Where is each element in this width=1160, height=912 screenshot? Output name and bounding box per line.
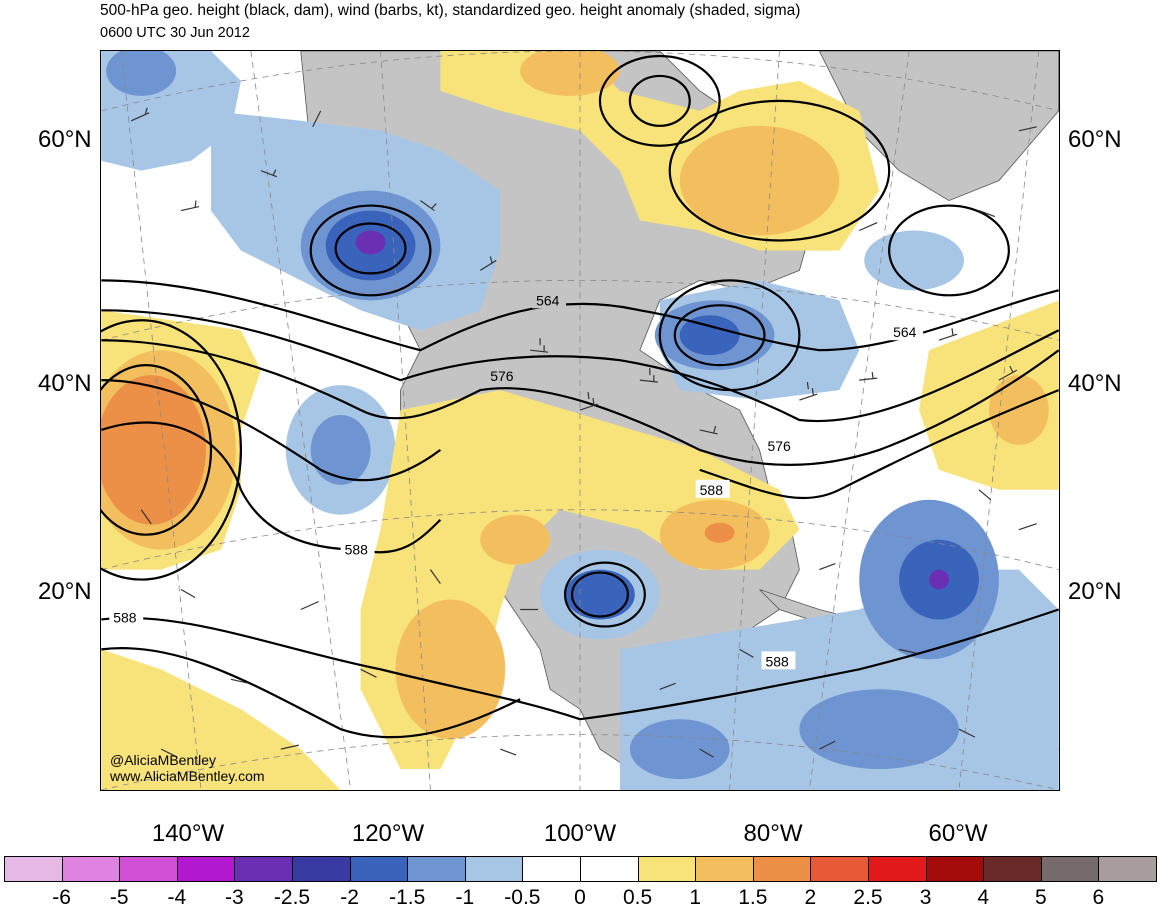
contour-label: 588	[765, 653, 789, 669]
colorbar-label: -2.5	[273, 886, 311, 909]
colorbar	[4, 856, 1157, 884]
colorbar-label: -1	[455, 886, 475, 909]
colorbar-label: 1	[689, 886, 702, 909]
lat-label-left-40n: 40°N	[38, 370, 92, 397]
colorbar-swatch	[810, 856, 869, 882]
anomaly-shading	[101, 51, 1059, 790]
lon-label-80w: 80°W	[743, 820, 803, 847]
contour-label: 588	[700, 482, 724, 498]
contour-label: 564	[536, 292, 560, 308]
colorbar-label: -1.5	[389, 886, 426, 909]
colorbar-label: 0	[574, 886, 586, 909]
colorbar-label: -6	[52, 886, 71, 909]
lat-label-left-20n: 20°N	[38, 578, 92, 605]
lon-label-60w: 60°W	[928, 820, 988, 847]
colorbar-label: 4	[977, 886, 990, 909]
colorbar-label: -0.5	[504, 886, 541, 909]
lon-label-120w: 120°W	[351, 820, 425, 847]
lon-label-100w: 100°W	[543, 820, 617, 847]
colorbar-swatch	[1040, 856, 1100, 882]
credit-website: www.AliciaMBentley.com	[110, 768, 265, 784]
colorbar-label: 2	[804, 886, 817, 909]
contour-label: 576	[490, 368, 514, 384]
contour-labels: 564 564 576 576 588 588 588 588	[109, 290, 924, 669]
colorbar-label: -2	[340, 886, 359, 909]
colorbar-label: 2.5	[853, 886, 883, 909]
colorbar-swatch	[580, 856, 639, 882]
colorbar-swatch	[868, 856, 927, 882]
colorbar-label: -4	[167, 886, 187, 909]
colorbar-swatch	[176, 856, 236, 882]
chart-title: 500-hPa geo. height (black, dam), wind (…	[100, 2, 801, 19]
wind-barbs	[130, 107, 1037, 758]
graticule	[101, 51, 1059, 790]
colorbar-label: 5	[1034, 886, 1047, 909]
colorbar-label: 6	[1092, 886, 1105, 909]
colorbar-swatch	[292, 856, 351, 882]
colorbar-label: 3	[919, 886, 932, 909]
map-panel: 564 564 576 576 588 588 588 588	[100, 50, 1060, 791]
colorbar-swatch	[637, 856, 697, 882]
colorbar-swatch	[752, 856, 812, 882]
colorbar-swatch	[234, 856, 293, 882]
colorbar-swatch	[983, 856, 1042, 882]
contour-label: 588	[345, 542, 369, 558]
contour-label: 576	[767, 438, 791, 454]
colorbar-swatch	[61, 856, 121, 882]
credit-handle: @AliciaMBentley	[110, 752, 217, 768]
lat-label-right-60n: 60°N	[1068, 126, 1122, 153]
colorbar-swatch	[925, 856, 985, 882]
colorbar-swatch	[464, 856, 524, 882]
colorbar-label: 0.5	[622, 886, 653, 909]
lat-label-right-40n: 40°N	[1068, 370, 1122, 397]
colorbar-swatch	[1098, 856, 1157, 882]
lon-label-140w: 140°W	[151, 820, 225, 847]
colorbar-swatch	[349, 856, 409, 882]
lat-label-right-20n: 20°N	[1068, 578, 1122, 605]
colorbar-swatch	[522, 856, 581, 882]
contour-label: 564	[893, 324, 917, 340]
colorbar-swatch	[695, 856, 754, 882]
anomaly-positive-sw-pacific	[101, 649, 341, 790]
height-contours	[101, 54, 1059, 739]
valid-time: 0600 UTC 30 Jun 2012	[100, 25, 250, 41]
greenland-land	[818, 51, 1059, 202]
colorbar-swatch	[407, 856, 466, 882]
colorbar-swatch	[119, 856, 178, 882]
colorbar-label: 1.5	[738, 886, 768, 909]
colorbar-label: -5	[109, 886, 129, 909]
colorbar-label: -3	[225, 886, 244, 909]
contour-label: 588	[113, 609, 137, 625]
colorbar-swatch	[4, 856, 63, 882]
lat-label-left-60n: 60°N	[38, 126, 92, 153]
